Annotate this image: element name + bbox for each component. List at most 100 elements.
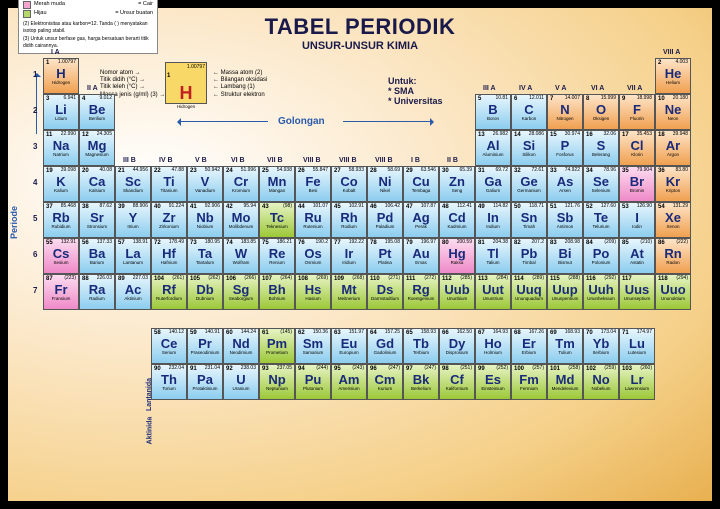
- element-cell-dy: 66162.50DyDisprosium: [439, 328, 475, 364]
- element-cell-bk: 97(247)BkBerkelium: [403, 364, 439, 400]
- element-cell-sm: 62150.36SmSamarium: [295, 328, 331, 364]
- element-cell-uuo: 118(294)UuoUnunoktium: [655, 274, 691, 310]
- period-label: 5: [33, 214, 37, 223]
- element-cell-hf: 72178.49HfHafnium: [151, 238, 187, 274]
- group-label: II B: [447, 157, 458, 164]
- element-cell-ir: 77192.22IrIridium: [331, 238, 367, 274]
- period-label: 3: [33, 142, 37, 151]
- element-cell-f: 918.998FFluorin: [619, 94, 655, 130]
- group-label: VI B: [231, 157, 245, 164]
- group-label: VII B: [267, 157, 283, 164]
- element-cell-uuh: 116(292)UuhUnunheksium: [583, 274, 619, 310]
- element-cell-nb: 4192.906NbNiobium: [187, 202, 223, 238]
- element-cell-b: 510.81BBoron: [475, 94, 511, 130]
- element-cell-md: 101(258)MdMendelevium: [547, 364, 583, 400]
- legend-row: Hijau= Unsur buatan: [23, 10, 153, 18]
- group-label: III B: [123, 157, 136, 164]
- element-cell-in: 49114.82InIndium: [475, 202, 511, 238]
- element-cell-mg: 1224.305MgMagnesium: [79, 130, 115, 166]
- element-cell-p: 1530.974PFosforus: [547, 130, 583, 166]
- element-cell-zr: 4091.224ZrZirkonium: [151, 202, 187, 238]
- period-label: 1: [33, 70, 37, 79]
- untuk-label: Untuk:: [388, 76, 443, 86]
- element-cell-uuq: 114(289)UuqUnunquadium: [511, 274, 547, 310]
- element-cell-ba: 56137.33BaBarium: [79, 238, 115, 274]
- element-cell-xe: 54131.29XeXenon: [655, 202, 691, 238]
- swatch-icon: [23, 1, 31, 9]
- element-cell-am: 95(243)AmAmerisium: [331, 364, 367, 400]
- element-cell-u: 92238.03UUranium: [223, 364, 259, 400]
- element-cell-sc: 2144.956ScSkandium: [115, 166, 151, 202]
- element-cell-mn: 2554.938MnMangan: [259, 166, 295, 202]
- untuk-item: * SMA: [388, 86, 443, 96]
- element-cell-o: 815.999OOksigen: [583, 94, 619, 130]
- element-cell-sg: 106(266)SgSeaborgium: [223, 274, 259, 310]
- element-cell-ar: 1839.948ArArgon: [655, 130, 691, 166]
- group-label: VIII B: [303, 157, 321, 164]
- element-cell-kr: 3683.80KrKripton: [655, 166, 691, 202]
- element-cell-lu: 71174.97LuLutesium: [619, 328, 655, 364]
- element-cell-eu: 63151.97EuEuropium: [331, 328, 367, 364]
- element-cell-se: 3478.96SeSelenium: [583, 166, 619, 202]
- element-cell-np: 93237.05NpNeptunium: [259, 364, 295, 400]
- element-cell-pa: 91231.04PaProtaktinium: [187, 364, 223, 400]
- element-cell-la: 57138.91LaLantanum: [115, 238, 151, 274]
- golongan-label: Golongan: [278, 116, 325, 127]
- golongan-arrow-left-icon: [178, 121, 268, 122]
- element-cell-yb: 70173.04YbIterbium: [583, 328, 619, 364]
- element-cell-rf: 104(261)RfRuterfordium: [151, 274, 187, 310]
- group-label: V B: [195, 157, 207, 164]
- element-cell-y: 3988.906YItrium: [115, 202, 151, 238]
- element-cell-li: 36.941LiLitium: [43, 94, 79, 130]
- periodic-table-poster: TABEL PERIODIK UNSUR-UNSUR KIMIA Periode…: [8, 8, 712, 501]
- element-cell-th: 90232.04ThTorium: [151, 364, 187, 400]
- element-cell-ga: 3169.72GaGalium: [475, 166, 511, 202]
- element-cell-rh: 45102.91RhRodium: [331, 202, 367, 238]
- element-cell-pt: 78195.08PtPlatina: [367, 238, 403, 274]
- element-cell-rg: 111(272)RgRoentgenium: [403, 274, 439, 310]
- element-cell-ho: 67164.93HoHolmium: [475, 328, 511, 364]
- period-label: 6: [33, 250, 37, 259]
- element-cell-k: 1939.098KKalium: [43, 166, 79, 202]
- element-cell-sn: 50118.71SnTimah: [511, 202, 547, 238]
- element-cell-cu: 2963.546CuTembaga: [403, 166, 439, 202]
- element-cell-db: 105(262)DbDubnium: [187, 274, 223, 310]
- element-cell-uus: 117UusUnunseptium: [619, 274, 655, 310]
- element-cell-mo: 4295.94MoMolibdenum: [223, 202, 259, 238]
- element-cell-v: 2350.942VVanadium: [187, 166, 223, 202]
- legend-row: Merah muda= Cair: [23, 1, 153, 9]
- element-cell-pd: 46106.42PdPaladium: [367, 202, 403, 238]
- periode-label: Periode: [9, 206, 19, 239]
- group-label: VII A: [627, 85, 642, 92]
- aktinida-label: Aktinida: [146, 417, 153, 445]
- element-cell-pr: 59140.91PrPraseodimium: [187, 328, 223, 364]
- element-cell-ti: 2247.88TiTitanium: [151, 166, 187, 202]
- swatch-icon: [23, 10, 31, 18]
- group-label: VI A: [591, 85, 604, 92]
- element-cell-hs: 108(269)HsHasium: [295, 274, 331, 310]
- element-cell-os: 76190.2OsOsmium: [295, 238, 331, 274]
- group-label: II A: [87, 85, 98, 92]
- element-cell-bi: 83208.98BiBismut: [547, 238, 583, 274]
- periode-arrow-icon: [36, 74, 37, 134]
- element-cell-si: 1428.086SiSilikon: [511, 130, 547, 166]
- group-label: IV B: [159, 157, 173, 164]
- element-cell-uub: 112(285)UubUnunbium: [439, 274, 475, 310]
- element-cell-tb: 65158.93TbTerbium: [403, 328, 439, 364]
- group-label: V A: [555, 85, 566, 92]
- element-cell-pb: 82207.2PbTimbal: [511, 238, 547, 274]
- element-cell-gd: 64157.25GdGadolinium: [367, 328, 403, 364]
- element-cell-ce: 58140.12CeSerium: [151, 328, 187, 364]
- group-label: I B: [411, 157, 420, 164]
- element-cell-rb: 3785.468RbRubidium: [43, 202, 79, 238]
- group-label: VIII B: [339, 157, 357, 164]
- element-cell-bh: 107(264)BhBohrium: [259, 274, 295, 310]
- element-cell-zn: 3065.39ZnSeng: [439, 166, 475, 202]
- element-cell-ru: 44101.07RuRutenium: [295, 202, 331, 238]
- key-guide-right: ← Massa atom (2) ← Bilangan oksidasi ← L…: [213, 70, 267, 99]
- period-label: 2: [33, 106, 37, 115]
- element-cell-w: 74183.85WWolfram: [223, 238, 259, 274]
- element-cell-no: 102(259)NoNobelium: [583, 364, 619, 400]
- element-cell-ra: 88226.03RaRadium: [79, 274, 115, 310]
- element-cell-nd: 60144.24NdNeodimium: [223, 328, 259, 364]
